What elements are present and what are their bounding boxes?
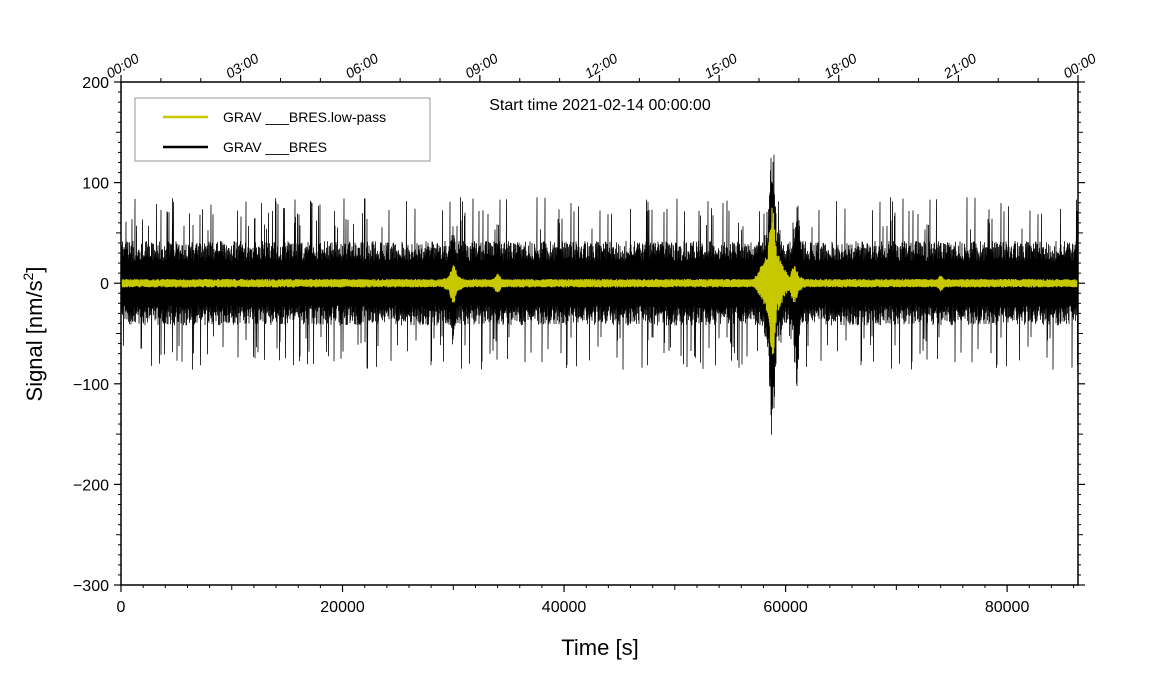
x-axis: 0 20000 40000 60000 80000 — [117, 585, 1075, 616]
y-tick-label: −300 — [73, 578, 109, 595]
y-axis-label-close: ] — [22, 267, 47, 273]
legend: GRAV ___BRES.low-pass GRAV ___BRES — [134, 97, 431, 162]
x-tick-label: 60000 — [763, 599, 808, 616]
y-tick-label: 200 — [82, 75, 109, 92]
x-tick-label: 40000 — [542, 599, 587, 616]
legend-label-raw: GRAV ___BRES — [223, 139, 327, 155]
chart-title: Start time 2021-02-14 00:00:00 — [489, 97, 711, 114]
x-axis-label: Time [s] — [561, 635, 638, 660]
legend-box — [134, 97, 431, 162]
series-line-low-pass — [121, 207, 1078, 355]
y-axis-label-main: Signal [nm/s — [22, 280, 47, 401]
series-layer — [121, 154, 1078, 435]
y-tick-label: −100 — [73, 377, 109, 394]
y-tick-label: 0 — [100, 276, 109, 293]
x-tick-label: 0 — [117, 599, 126, 616]
y-tick-label: −200 — [73, 477, 109, 494]
y-tick-label: 100 — [82, 176, 109, 193]
y-axis-label-superscript: 2 — [20, 272, 36, 280]
y-axis: 200 100 0 −100 −200 −300 — [73, 75, 1085, 595]
x-tick-label: 80000 — [985, 599, 1030, 616]
legend-label-low-pass: GRAV ___BRES.low-pass — [223, 109, 386, 125]
x-tick-label: 20000 — [320, 599, 365, 616]
y-axis-label: Signal [nm/s2] — [20, 267, 47, 402]
